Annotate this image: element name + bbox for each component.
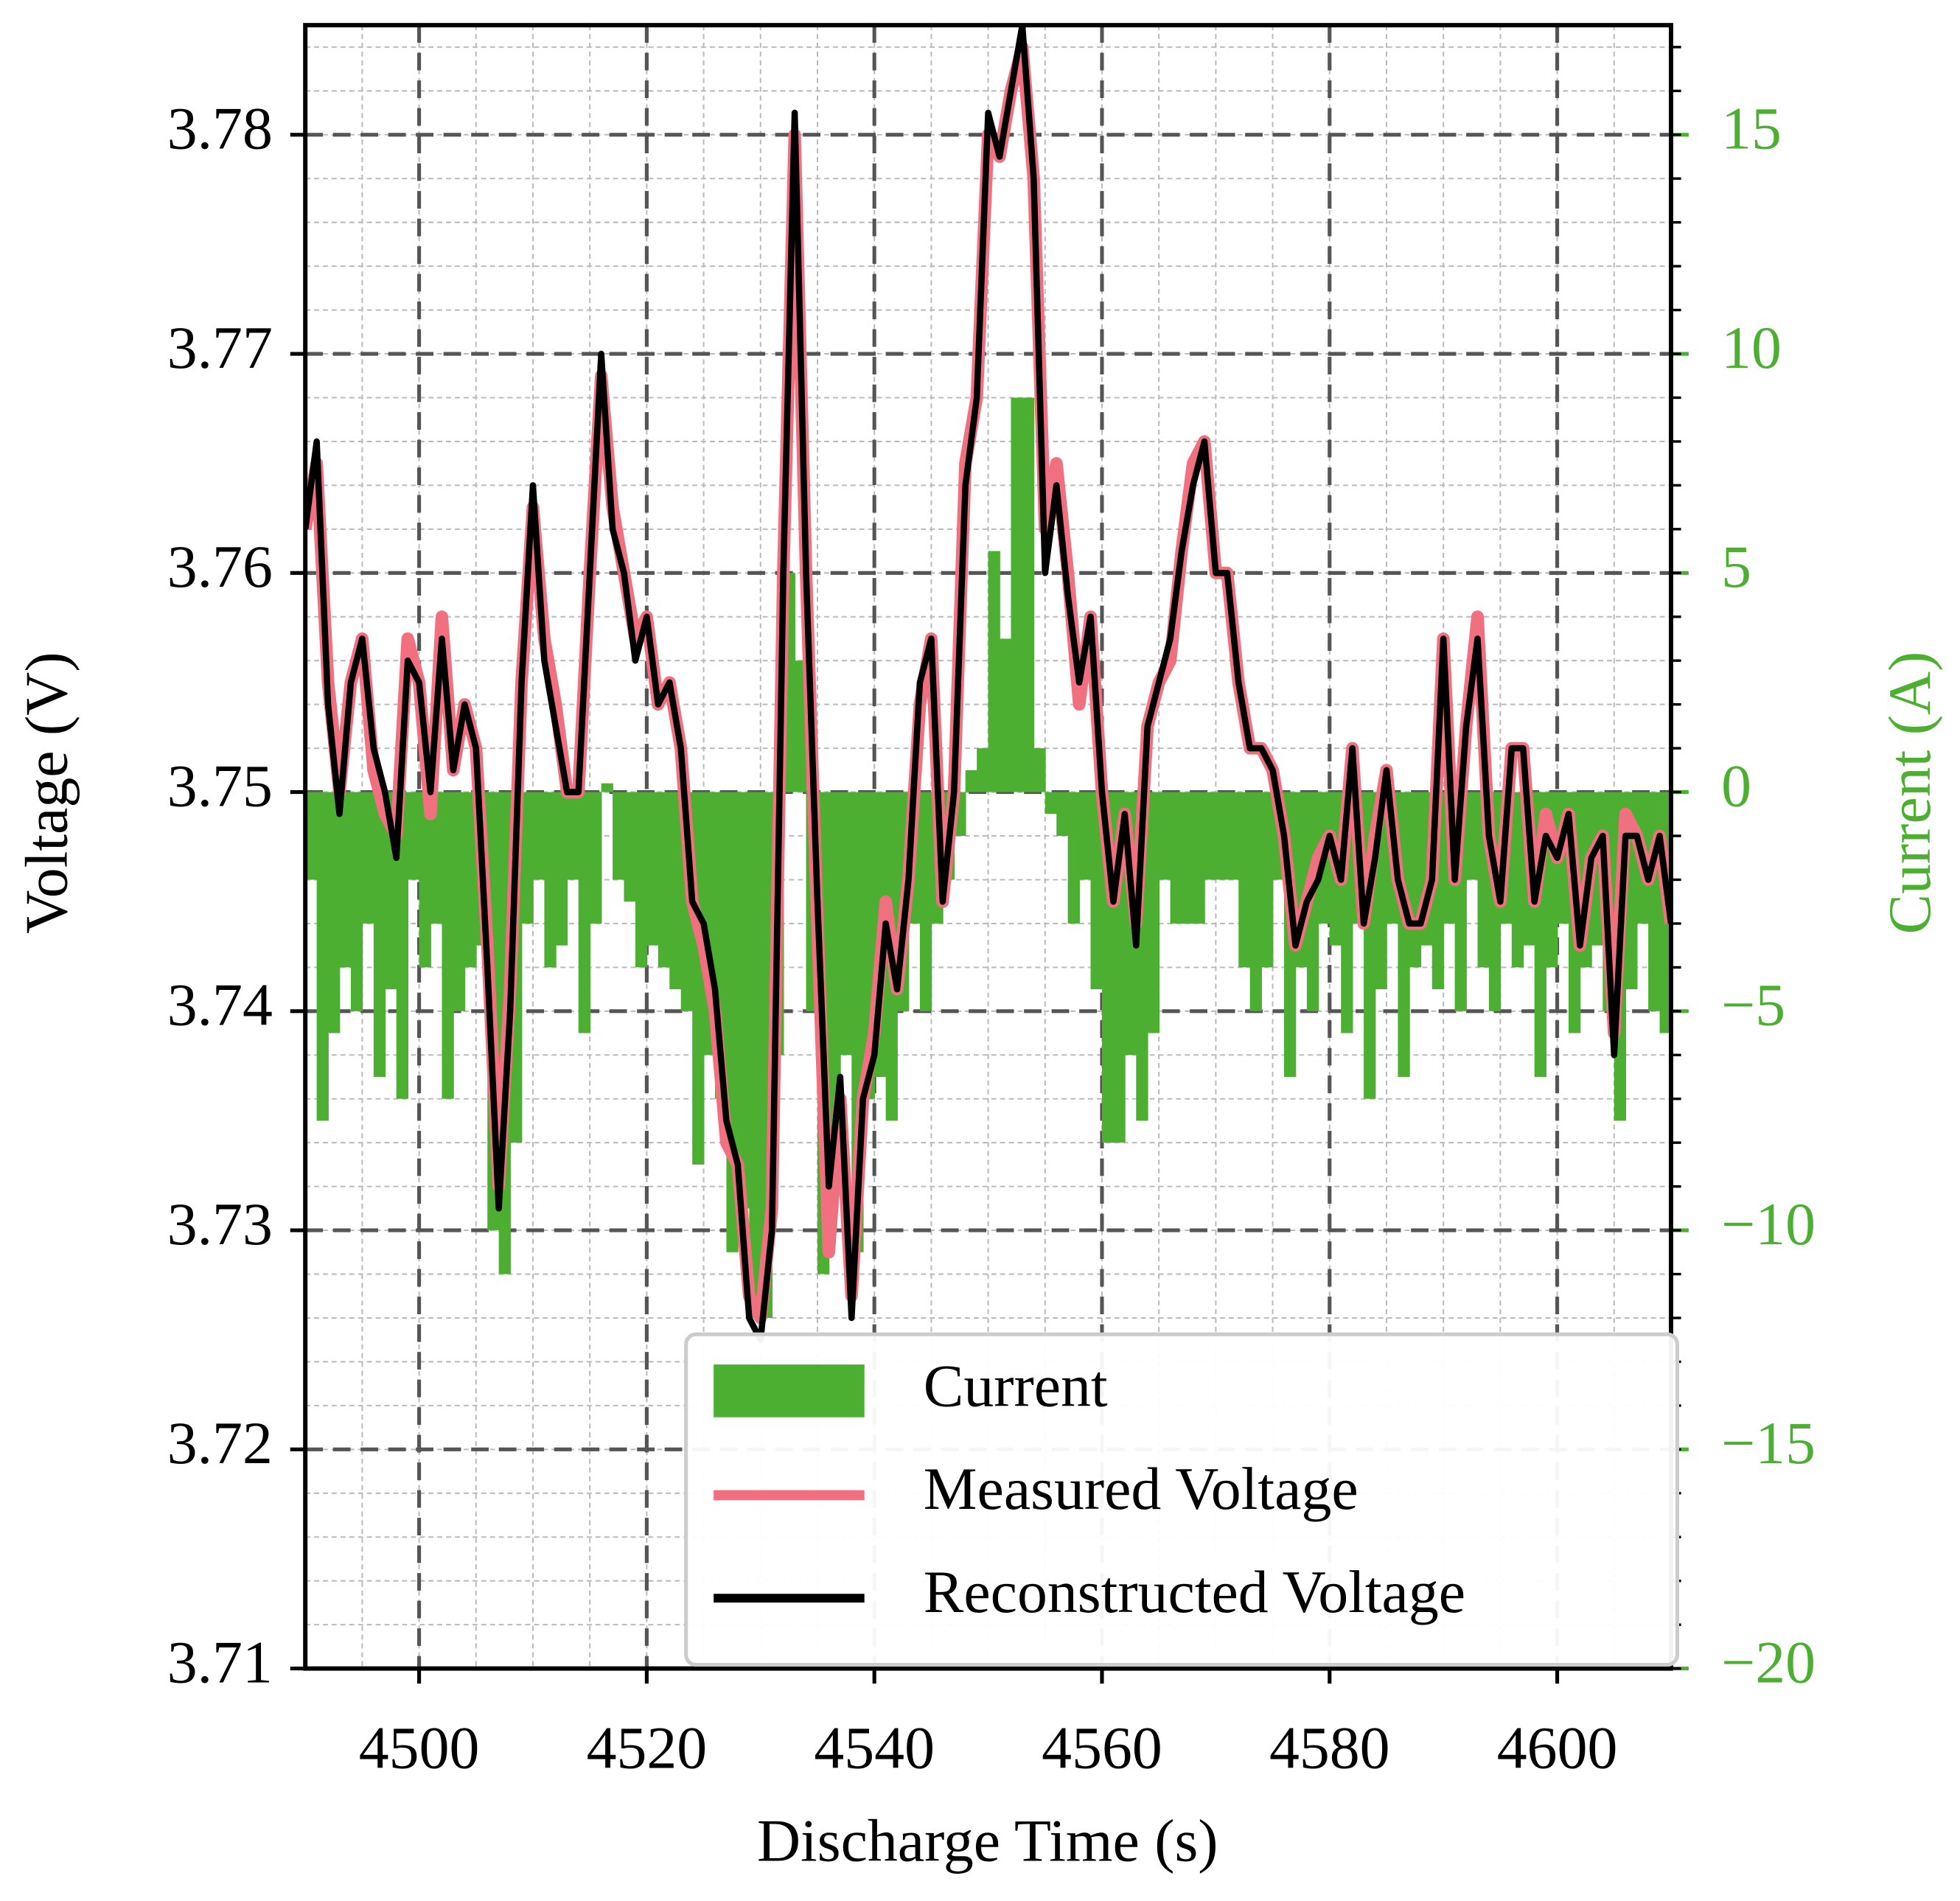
current-bar bbox=[1216, 792, 1228, 880]
current-bar bbox=[350, 792, 363, 1011]
current-bar bbox=[749, 792, 761, 1318]
current-bar bbox=[396, 792, 409, 1099]
current-bar bbox=[624, 792, 636, 902]
current-bar bbox=[1147, 792, 1160, 1033]
current-bar bbox=[1067, 792, 1080, 924]
current-bar bbox=[373, 792, 386, 1078]
current-bar bbox=[408, 792, 420, 880]
legend-label: Measured Voltage bbox=[924, 1455, 1359, 1522]
y2-tick-label: 5 bbox=[1721, 533, 1751, 600]
current-bar bbox=[1022, 397, 1035, 792]
current-bar bbox=[590, 792, 602, 924]
y2-tick-label: −15 bbox=[1721, 1409, 1816, 1476]
legend-label: Current bbox=[924, 1352, 1108, 1419]
current-bar bbox=[1204, 792, 1217, 880]
y-tick-label: 3.76 bbox=[167, 533, 273, 600]
current-bar bbox=[453, 792, 466, 1011]
current-bar bbox=[1227, 792, 1240, 880]
current-bar bbox=[635, 792, 648, 968]
legend-swatch bbox=[714, 1364, 865, 1417]
x-axis-label: Discharge Time (s) bbox=[757, 1807, 1218, 1874]
current-bar bbox=[795, 660, 807, 792]
y-tick-label: 3.74 bbox=[167, 972, 273, 1039]
legend: Current Measured Voltage Reconstructed Vol… bbox=[684, 1332, 1680, 1667]
current-bar bbox=[1000, 638, 1012, 792]
voltage-line bbox=[305, 25, 1671, 1343]
y-tick-label: 3.72 bbox=[167, 1409, 273, 1476]
current-bar bbox=[646, 792, 659, 946]
current-bar bbox=[829, 792, 841, 1143]
current-bar bbox=[1261, 792, 1274, 968]
current-bar bbox=[305, 792, 318, 880]
x-tick-label: 4500 bbox=[359, 1714, 480, 1781]
current-bar bbox=[1648, 792, 1661, 1011]
x-tick-label: 4560 bbox=[1042, 1714, 1162, 1781]
current-bar bbox=[419, 792, 431, 968]
current-bar bbox=[1011, 397, 1023, 792]
current-bar bbox=[521, 792, 534, 924]
y-tick-label: 3.73 bbox=[167, 1190, 273, 1258]
y-tick-label: 3.78 bbox=[167, 95, 273, 162]
current-bar bbox=[1056, 792, 1069, 837]
current-bar bbox=[1182, 792, 1194, 924]
y2-tick-label: 10 bbox=[1721, 314, 1782, 381]
legend-box bbox=[684, 1332, 1680, 1667]
current-bar bbox=[464, 792, 477, 968]
y2-tick-label: −5 bbox=[1721, 972, 1785, 1039]
line-layer bbox=[305, 25, 1671, 1343]
current-bar bbox=[988, 551, 1000, 792]
current-bar bbox=[1090, 792, 1103, 990]
y-tick-label: 3.71 bbox=[167, 1628, 273, 1695]
y2-tick-label: −10 bbox=[1721, 1190, 1816, 1258]
current-bar bbox=[316, 792, 329, 1121]
current-bar bbox=[601, 783, 613, 792]
x-tick-label: 4540 bbox=[814, 1714, 935, 1781]
current-bar bbox=[430, 792, 443, 924]
current-bar bbox=[1044, 792, 1058, 815]
y-tick-label: 3.77 bbox=[167, 314, 273, 381]
current-bar bbox=[1159, 792, 1171, 880]
current-bar bbox=[658, 792, 671, 968]
current-bar bbox=[1398, 792, 1410, 1078]
current-bar bbox=[1249, 792, 1262, 1011]
y2-tick-label: 15 bbox=[1721, 95, 1782, 162]
x-tick-label: 4600 bbox=[1497, 1714, 1618, 1781]
current-bar bbox=[1193, 792, 1205, 924]
current-bar bbox=[669, 792, 682, 990]
current-bar bbox=[442, 792, 454, 1099]
legend-label: Reconstructed Voltage bbox=[924, 1558, 1465, 1625]
current-bar bbox=[532, 792, 545, 880]
plot-frame bbox=[303, 23, 1673, 1671]
y-tick-label: 3.75 bbox=[167, 752, 273, 819]
current-bar bbox=[362, 792, 374, 924]
current-bar bbox=[578, 792, 591, 1033]
current-bar bbox=[339, 792, 352, 968]
current-bar bbox=[1238, 792, 1251, 968]
current-bar bbox=[328, 792, 341, 1033]
x-tick-label: 4520 bbox=[587, 1714, 708, 1781]
y2-tick-label: −20 bbox=[1721, 1628, 1816, 1695]
current-bar bbox=[1409, 792, 1422, 968]
current-bar bbox=[840, 792, 853, 1056]
current-bar bbox=[965, 770, 977, 792]
current-bar bbox=[977, 748, 989, 792]
y-axis-label: Voltage (V) bbox=[13, 652, 80, 933]
current-bar bbox=[1033, 748, 1046, 792]
y2-axis-label: Current (A) bbox=[1876, 652, 1943, 935]
current-bar bbox=[737, 792, 750, 1209]
current-bar bbox=[613, 792, 625, 880]
axes: 4500 4520 4540 4560 4580 4600 3.71 3.72 3.73 3.74… bbox=[167, 23, 1816, 1781]
current-bar bbox=[1466, 792, 1479, 880]
current-bar bbox=[555, 792, 568, 946]
y2-tick-label: 0 bbox=[1721, 752, 1751, 819]
current-bar bbox=[1170, 792, 1182, 924]
current-bar bbox=[1079, 792, 1092, 880]
current-bar bbox=[567, 792, 579, 880]
current-bar bbox=[919, 792, 932, 1011]
x-tick-label: 4580 bbox=[1269, 1714, 1390, 1781]
current-bar bbox=[544, 792, 557, 968]
current-bar bbox=[1511, 792, 1524, 968]
